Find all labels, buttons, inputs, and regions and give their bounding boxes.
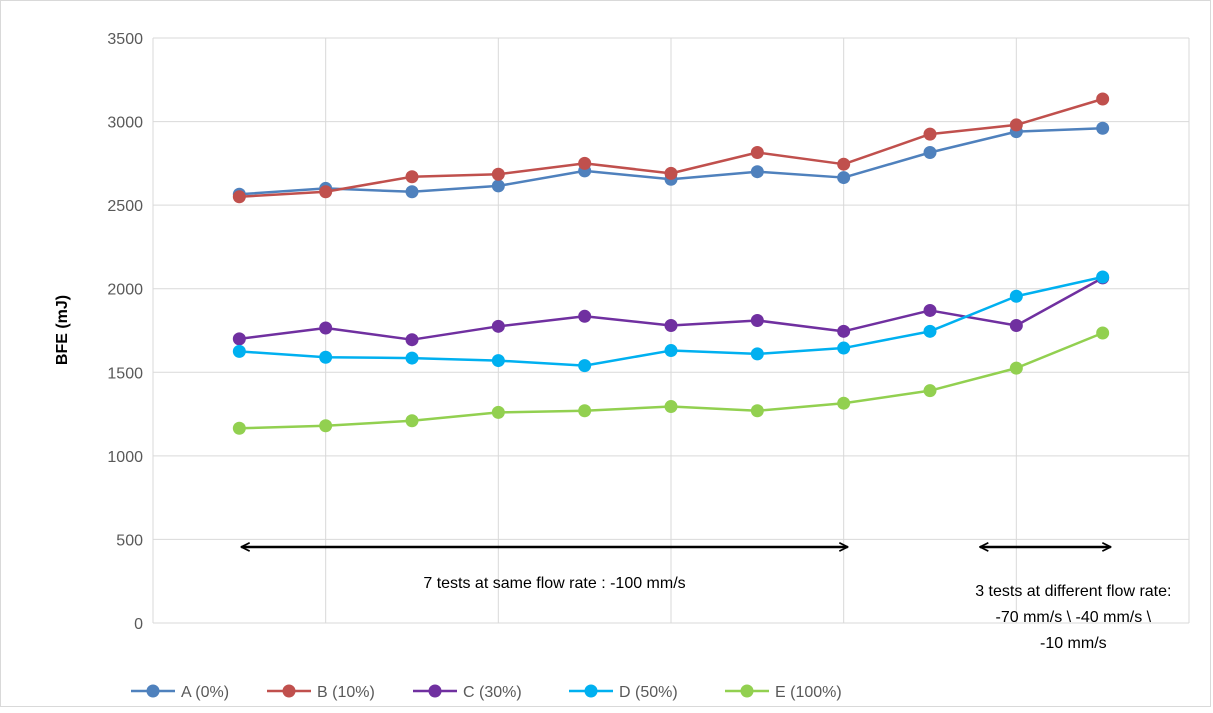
data-point <box>750 347 764 361</box>
legend-swatch-marker <box>282 684 296 698</box>
data-point <box>664 166 678 180</box>
y-axis-title: BFE (mJ) <box>54 295 71 365</box>
y-tick-label: 500 <box>116 532 143 549</box>
annotation-text: -10 mm/s <box>1040 635 1107 652</box>
data-point <box>232 344 246 358</box>
data-point <box>405 351 419 365</box>
series-1 <box>232 92 1110 204</box>
data-point <box>923 127 937 141</box>
series-layer <box>232 92 1110 435</box>
data-point <box>578 359 592 373</box>
annotation-text: 3 tests at different flow rate: <box>975 583 1171 600</box>
y-tick-label: 1000 <box>107 449 143 466</box>
legend-item-1: B (10%) <box>267 684 375 701</box>
data-point <box>837 157 851 171</box>
data-point <box>750 145 764 159</box>
legend-swatch-marker <box>740 684 754 698</box>
data-point <box>923 145 937 159</box>
annotation-1: 3 tests at different flow rate: -70 mm/s … <box>975 547 1171 652</box>
data-point <box>923 303 937 317</box>
series-4 <box>232 326 1110 435</box>
data-point <box>578 156 592 170</box>
data-point <box>405 170 419 184</box>
legend-item-4: E (100%) <box>725 684 842 701</box>
axis-layer: 0 500 1000 1500 2000 2500 3000 3500 <box>107 31 143 633</box>
legend-label: E (100%) <box>775 684 842 701</box>
legend-label: A (0%) <box>181 684 229 701</box>
legend: A (0%) B (10%) C (30%) D (50%) E (100%) <box>131 684 842 701</box>
data-point <box>319 185 333 199</box>
data-point <box>837 396 851 410</box>
data-point <box>491 405 505 419</box>
data-point <box>232 190 246 204</box>
data-point <box>578 404 592 418</box>
data-point <box>837 171 851 185</box>
annotation-layer: 7 tests at same flow rate : -100 mm/s 3 t… <box>241 547 1171 652</box>
legend-label: C (30%) <box>463 684 522 701</box>
data-point <box>491 354 505 368</box>
y-tick-label: 0 <box>134 616 143 633</box>
data-point <box>319 321 333 335</box>
data-point <box>232 332 246 346</box>
data-point <box>491 319 505 333</box>
data-point <box>1009 361 1023 375</box>
legend-swatch-marker <box>584 684 598 698</box>
data-point <box>1096 270 1110 284</box>
legend-swatch-marker <box>428 684 442 698</box>
data-point <box>319 350 333 364</box>
legend-item-0: A (0%) <box>131 684 229 701</box>
data-point <box>750 165 764 179</box>
data-point <box>750 404 764 418</box>
data-point <box>664 318 678 332</box>
data-point <box>664 344 678 358</box>
legend-swatch-marker <box>146 684 160 698</box>
data-point <box>1096 92 1110 106</box>
annotation-text: -70 mm/s \ -40 mm/s \ <box>996 609 1152 626</box>
y-tick-label: 3500 <box>107 31 143 48</box>
annotation-text: 7 tests at same flow rate : -100 mm/s <box>423 575 685 592</box>
data-point <box>319 419 333 433</box>
legend-item-2: C (30%) <box>413 684 522 701</box>
data-point <box>405 414 419 428</box>
y-tick-label: 3000 <box>107 115 143 132</box>
y-tick-label: 2500 <box>107 198 143 215</box>
data-point <box>1096 121 1110 135</box>
legend-label: D (50%) <box>619 684 678 701</box>
data-point <box>578 309 592 323</box>
data-point <box>491 179 505 193</box>
data-point <box>1009 318 1023 332</box>
data-point <box>923 384 937 398</box>
legend-item-3: D (50%) <box>569 684 678 701</box>
data-point <box>232 421 246 435</box>
data-point <box>923 324 937 338</box>
data-point <box>837 341 851 355</box>
annotation-0: 7 tests at same flow rate : -100 mm/s <box>241 547 847 592</box>
data-point <box>1009 289 1023 303</box>
legend-label: B (10%) <box>317 684 375 701</box>
data-point <box>1096 326 1110 340</box>
data-point <box>664 400 678 414</box>
data-point <box>405 333 419 347</box>
data-point <box>837 324 851 338</box>
data-point <box>491 167 505 181</box>
y-tick-label: 2000 <box>107 282 143 299</box>
data-point <box>405 185 419 199</box>
data-point <box>1009 118 1023 132</box>
data-point <box>750 313 764 327</box>
series-3 <box>232 270 1110 373</box>
y-tick-label: 1500 <box>107 365 143 382</box>
